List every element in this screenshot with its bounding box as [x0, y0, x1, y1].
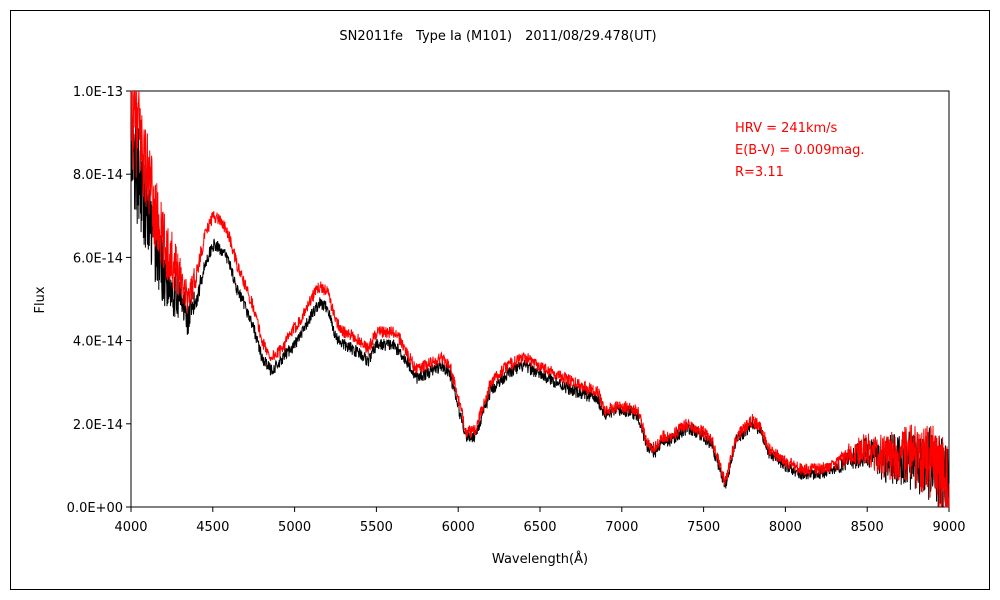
axes-layer: 4000 4500 5000 5500 6000 6500 7000 7500 8000 8500… — [67, 85, 966, 535]
chart-title: SN2011fe Type Ia (M101) 2011/08/29.478(U… — [339, 29, 656, 44]
annotation-hrv: HRV = 241km/s — [735, 121, 838, 136]
series-line-dereddened — [130, 90, 950, 508]
y-tick-label: 8.0E-14 — [73, 168, 123, 183]
x-tick-label: 4500 — [196, 520, 229, 535]
series-line-observed — [130, 117, 950, 508]
x-tick-label: 8500 — [851, 520, 884, 535]
y-tick-label: 1.0E-13 — [73, 85, 123, 100]
y-tick-label: 4.0E-14 — [73, 335, 123, 350]
y-tick-label: 2.0E-14 — [73, 418, 123, 433]
x-tick-label: 7500 — [687, 520, 720, 535]
x-tick-label: 6500 — [523, 520, 556, 535]
x-axis-label: Wavelength(Å) — [492, 551, 588, 567]
x-tick-label: 5500 — [360, 520, 393, 535]
y-tick-label: 6.0E-14 — [73, 251, 123, 266]
x-tick-label: 9000 — [932, 520, 965, 535]
x-tick-label: 5000 — [278, 520, 311, 535]
chart-frame — [10, 10, 990, 590]
y-axis-label: Flux — [33, 286, 48, 313]
x-tick-label: 4000 — [114, 520, 147, 535]
annotation-r: R=3.11 — [735, 165, 784, 180]
series-layer — [130, 90, 950, 508]
y-tick-label: 0.0E+00 — [67, 501, 123, 516]
x-tick-label: 8000 — [769, 520, 802, 535]
annotation-ebv: E(B-V) = 0.009mag. — [735, 143, 865, 158]
x-tick-label: 7000 — [605, 520, 638, 535]
x-tick-label: 6000 — [442, 520, 475, 535]
